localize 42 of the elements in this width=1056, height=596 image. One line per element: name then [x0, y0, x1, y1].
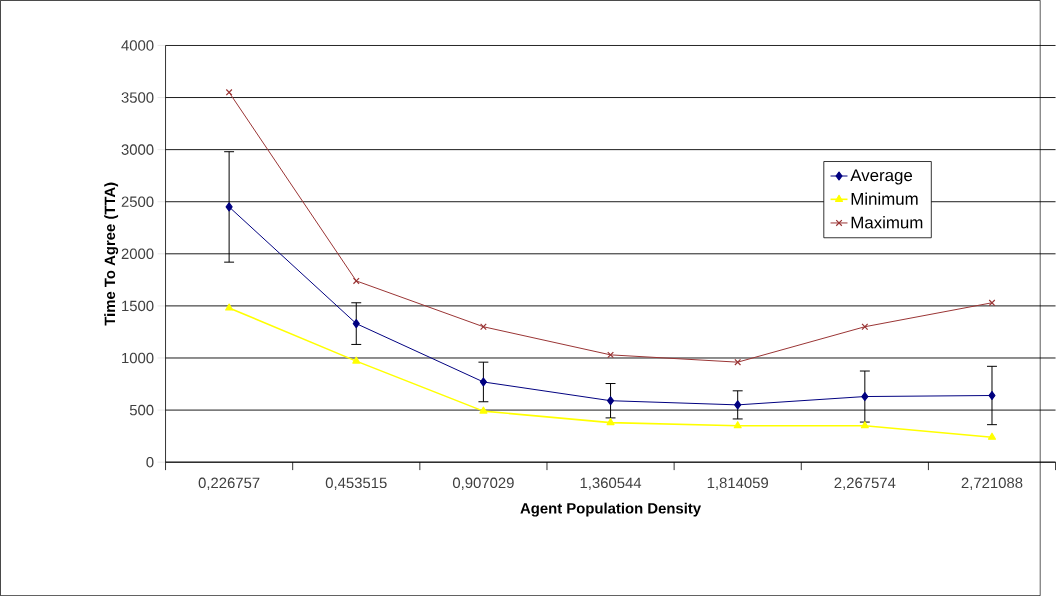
y-axis-title: Time To Agree (TTA)	[104, 182, 119, 326]
point	[988, 299, 996, 307]
point	[225, 88, 233, 96]
point	[606, 417, 615, 426]
point	[606, 396, 615, 406]
legend-label: Minimum	[851, 192, 918, 205]
point	[734, 358, 742, 366]
x-axis-title: Agent Population Density	[520, 502, 702, 517]
legend-label: Maximum	[851, 216, 923, 229]
legend-label: Average	[850, 169, 913, 185]
point	[479, 377, 487, 387]
point	[734, 400, 742, 410]
point	[225, 202, 233, 212]
y-tick-label: 1000	[122, 352, 154, 364]
point	[607, 351, 614, 359]
y-tick-label: 3000	[121, 144, 154, 155]
x-tick-label: 2,267574	[834, 477, 896, 490]
y-tick-label: 4000	[121, 40, 154, 51]
y-tick-label: 0	[146, 456, 154, 468]
y-tick-label: 2500	[121, 196, 154, 207]
x-tick-label: 0,226757	[198, 477, 260, 490]
point	[861, 391, 869, 402]
point	[988, 390, 996, 401]
point	[733, 421, 742, 429]
x-tick-label: 0,907029	[452, 477, 514, 490]
x-tick-label: 0,453515	[325, 477, 387, 490]
x-tick-label: 1,360544	[580, 477, 642, 490]
point	[861, 323, 869, 331]
x-tick-label: 1,814059	[707, 477, 769, 490]
point	[860, 421, 869, 429]
point	[480, 323, 487, 331]
y-tick-label: 500	[129, 404, 154, 416]
x-tick-label: 2,721088	[961, 477, 1023, 490]
point	[225, 303, 234, 311]
point	[352, 356, 361, 364]
y-tick-label: 2000	[121, 248, 154, 260]
point	[352, 318, 360, 329]
y-tick-label: 3500	[121, 92, 154, 103]
point	[479, 406, 488, 414]
point	[987, 432, 997, 440]
point	[352, 277, 360, 285]
y-tick-label: 1500	[122, 300, 154, 312]
